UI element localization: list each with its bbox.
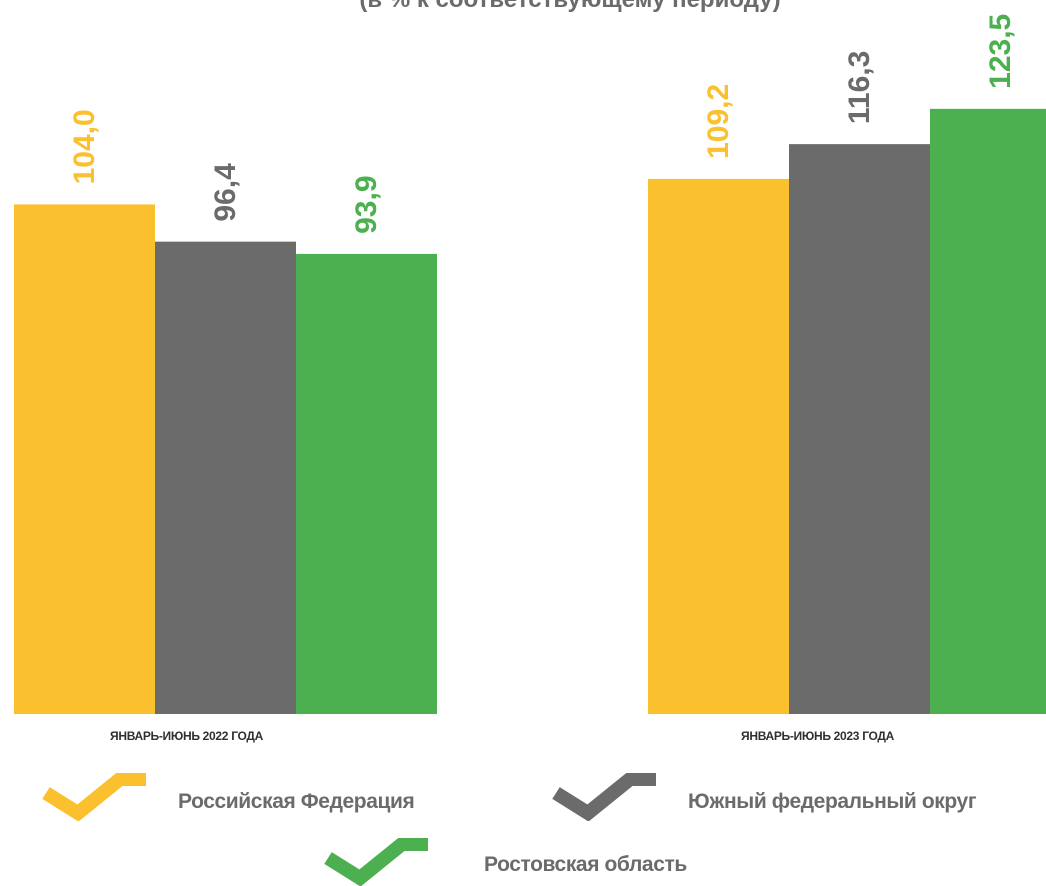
bar-2-2 (789, 144, 930, 714)
chart-title: (в % к соответствующему периоду) (0, 0, 1046, 14)
legend-label-rostov: Ростовская область (484, 853, 687, 876)
data-label-1-1: 104,0 (68, 109, 101, 184)
bar-3-1 (296, 253, 437, 714)
bar-1-1 (14, 204, 155, 714)
legend-swatch-russia (42, 773, 146, 821)
data-label-2-2: 116,3 (843, 51, 876, 124)
data-label-2-1: 96,4 (209, 163, 242, 222)
bar-2-1 (155, 241, 296, 714)
category-label-2023: ЯНВАРЬ-ИЮНЬ 2023 ГОДА (741, 729, 895, 743)
bar-3-2 (930, 108, 1046, 715)
data-label-1-2: 109,2 (702, 84, 735, 159)
legend-label-russia: Российская Федерация (178, 790, 415, 813)
legend-label-south-district: Южный федеральный округ (688, 790, 977, 813)
legend-swatch-south-district (552, 773, 656, 821)
category-label-2022: ЯНВАРЬ-ИЮНЬ 2022 ГОДА (110, 729, 264, 743)
legend-swatch-rostov (324, 838, 428, 886)
bar-1-2 (648, 178, 789, 715)
data-label-3-2: 123,5 (984, 14, 1017, 89)
data-label-3-1: 93,9 (350, 175, 383, 233)
